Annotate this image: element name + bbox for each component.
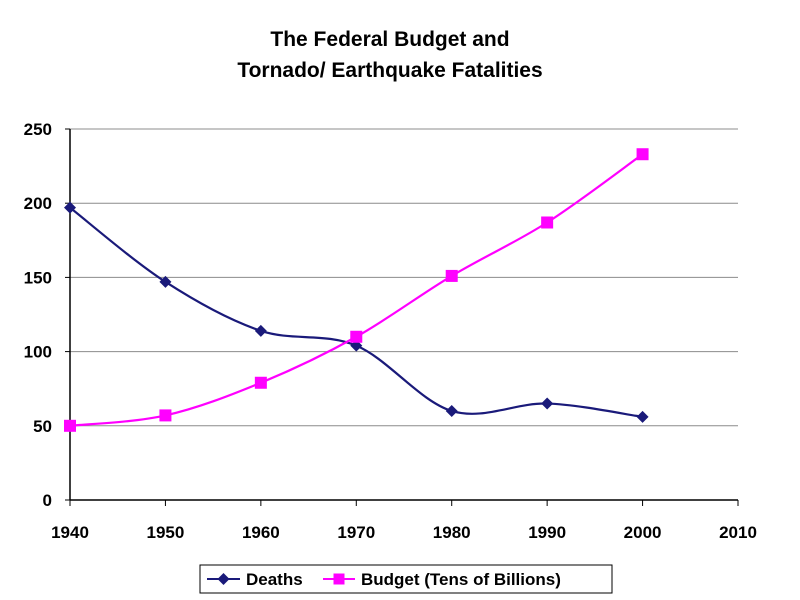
x-tick-label: 2010 <box>719 523 757 542</box>
series-line-budget <box>69 153 644 427</box>
y-tick-label: 200 <box>24 194 52 213</box>
x-tick-label: 1980 <box>433 523 471 542</box>
x-tick-label: 1950 <box>147 523 185 542</box>
y-tick-label: 100 <box>24 343 52 362</box>
legend-budget-marker <box>333 573 345 585</box>
x-tick-label: 1960 <box>242 523 280 542</box>
data-point-budget-1960 <box>254 376 267 389</box>
x-tick-label: 1990 <box>528 523 566 542</box>
chart-title-line-1: The Federal Budget and <box>270 28 509 51</box>
data-point-deaths-1960 <box>254 324 267 337</box>
data-point-deaths-1990 <box>541 397 554 410</box>
gridlines <box>70 128 738 427</box>
y-tick-label: 50 <box>33 417 52 436</box>
data-point-budget-1940 <box>64 419 76 432</box>
legend-deaths-marker <box>217 573 230 585</box>
chart-title-line-2: Tornado/ Earthquake Fatalities <box>237 59 542 82</box>
data-point-budget-1980 <box>445 269 458 282</box>
data-point-deaths-2000 <box>636 410 649 423</box>
data-point-deaths-1940 <box>64 201 76 214</box>
y-tick-label: 250 <box>24 120 52 139</box>
series-line-deaths <box>69 206 643 418</box>
data-point-budget-1990 <box>541 216 554 229</box>
data-point-budget-2000 <box>636 148 649 161</box>
legend: Deaths Budget (Tens of Billions) <box>199 564 613 594</box>
x-tick-label: 1970 <box>337 523 375 542</box>
plot-series <box>64 148 649 432</box>
y-tick-label: 150 <box>24 268 52 287</box>
legend-label-deaths: Deaths <box>246 570 303 589</box>
x-tick-label: 1940 <box>51 523 89 542</box>
data-point-budget-1950 <box>159 409 172 422</box>
legend-label-budget: Budget (Tens of Billions) <box>361 570 561 589</box>
x-tick-label: 2000 <box>624 523 662 542</box>
legend-box <box>199 564 613 594</box>
data-point-budget-1970 <box>350 330 363 343</box>
data-point-deaths-1980 <box>445 404 458 417</box>
y-tick-label: 0 <box>43 491 52 510</box>
axes: 0 50 100 150 200 250 1940 1950 1960 1970 1980 1990 2… <box>24 120 757 542</box>
data-point-deaths-1950 <box>159 275 172 288</box>
